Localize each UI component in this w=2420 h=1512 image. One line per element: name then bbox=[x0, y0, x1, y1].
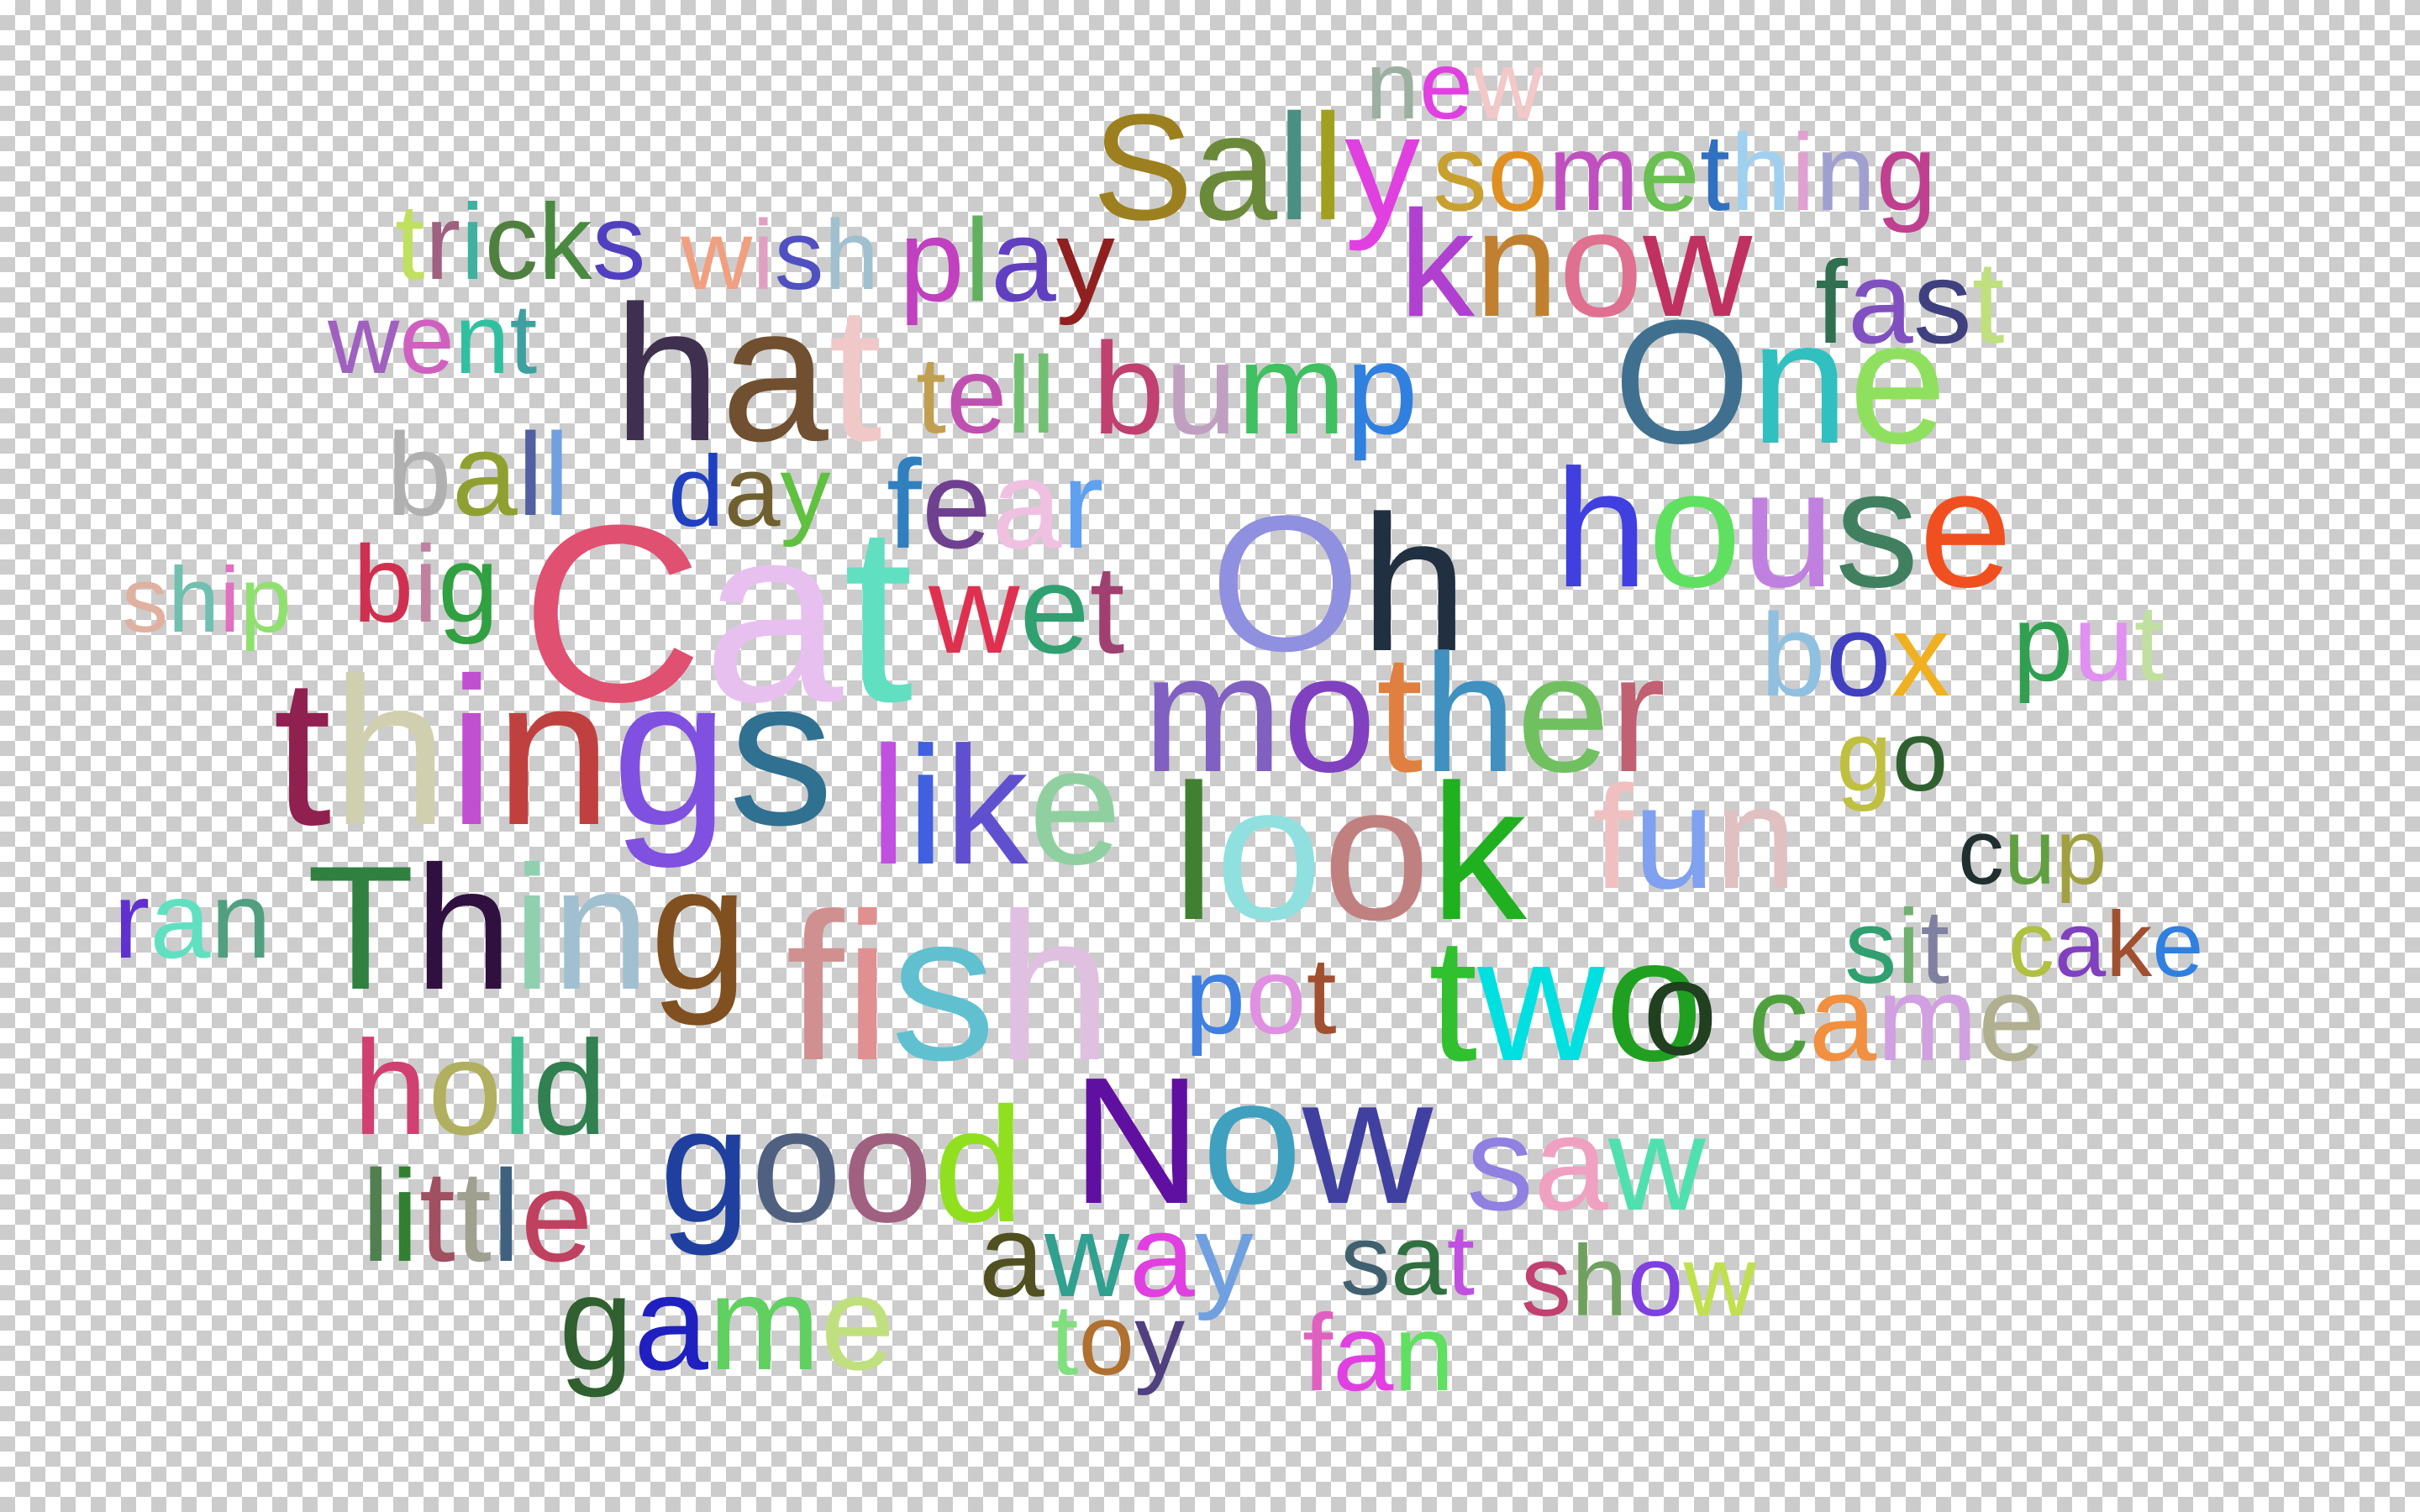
word-box: box bbox=[1760, 589, 1950, 721]
word-two: two bbox=[1428, 900, 1703, 1098]
word-cat: Cat bbox=[521, 472, 913, 754]
word-away: away bbox=[979, 1189, 1254, 1321]
word-saw: saw bbox=[1466, 1088, 1706, 1238]
word-mother: mother bbox=[1143, 620, 1666, 807]
word-good: good bbox=[660, 1074, 1024, 1257]
word-day: day bbox=[668, 435, 831, 548]
word-big: big bbox=[353, 522, 499, 645]
word-look: look bbox=[1172, 744, 1527, 960]
word-fast: fast bbox=[1815, 236, 2005, 368]
word-something: something bbox=[1433, 111, 1937, 234]
word-pot: pot bbox=[1185, 934, 1337, 1057]
word-things: things bbox=[273, 634, 834, 869]
word-house: house bbox=[1555, 435, 2012, 622]
word-sat: sat bbox=[1340, 1204, 1476, 1316]
word-tell: tell bbox=[916, 333, 1056, 456]
word-came: came bbox=[1748, 950, 2046, 1086]
word-thing: Thing bbox=[307, 829, 749, 1026]
word-ran: ran bbox=[113, 858, 271, 981]
word-went: went bbox=[328, 284, 538, 395]
word-bump: bump bbox=[1092, 316, 1418, 461]
word-hold: hold bbox=[353, 1012, 608, 1163]
word-o-2: o bbox=[1643, 932, 1718, 1083]
word-fear: fear bbox=[886, 433, 1104, 575]
word-show: show bbox=[1521, 1225, 1757, 1337]
word-tricks: tricks bbox=[395, 182, 646, 302]
word-go: go bbox=[1836, 700, 1949, 812]
word-hat: hat bbox=[613, 265, 882, 481]
word-game: game bbox=[559, 1247, 896, 1398]
word-now: Now bbox=[1071, 1039, 1434, 1242]
word-know: know bbox=[1399, 180, 1753, 349]
word-put: put bbox=[2012, 581, 2165, 704]
word-new: new bbox=[1365, 32, 1543, 139]
word-toy: toy bbox=[1050, 1284, 1186, 1396]
word-fish: fish bbox=[786, 869, 1113, 1104]
word-oh: Oh bbox=[1210, 475, 1468, 691]
word-wish: wish bbox=[681, 200, 880, 311]
word-ship: ship bbox=[122, 549, 292, 652]
word-cake: cake bbox=[2008, 893, 2204, 996]
word-cup: cup bbox=[1958, 801, 2107, 904]
word-sit: sit bbox=[1844, 889, 1950, 1005]
word-one: One bbox=[1613, 283, 1947, 480]
word-sally: Sally bbox=[1092, 83, 1421, 252]
word-fan: fan bbox=[1302, 1291, 1455, 1414]
word-like: like bbox=[870, 712, 1123, 900]
word-play: play bbox=[899, 194, 1115, 326]
word-little: little bbox=[361, 1143, 593, 1289]
word-ball: ball bbox=[387, 408, 570, 540]
word-wet: wet bbox=[929, 538, 1125, 680]
word-fun: fun bbox=[1592, 756, 1797, 920]
